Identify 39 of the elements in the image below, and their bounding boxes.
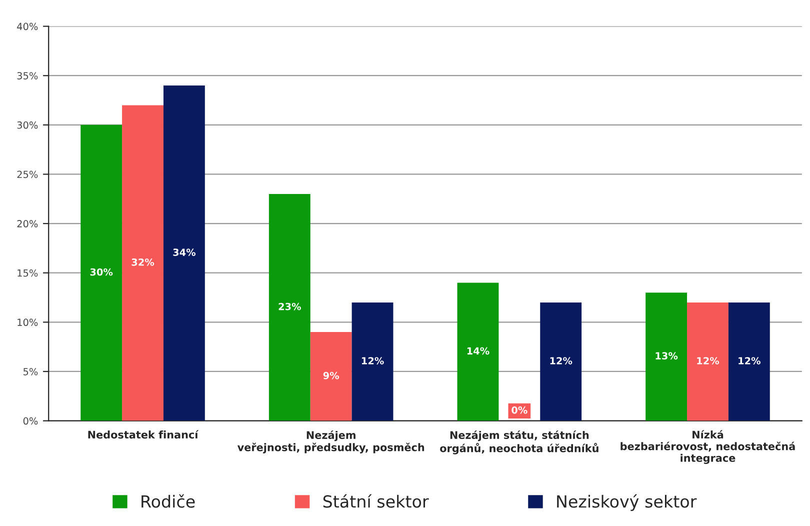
y-tick-label: 5% — [24, 368, 38, 376]
bar — [122, 105, 164, 421]
data-label: 13% — [656, 352, 678, 360]
data-label: 34% — [173, 248, 196, 256]
x-tick-label: Nedostatek financí — [88, 430, 199, 439]
data-label: 23% — [278, 302, 301, 310]
y-tick-label: 40% — [17, 22, 38, 30]
y-tick-label: 25% — [17, 170, 38, 178]
bar — [728, 302, 770, 421]
data-label: 12% — [550, 357, 572, 364]
legend-label: Neziskový sektor — [557, 494, 697, 511]
y-tick-label: 10% — [18, 318, 38, 326]
data-label: 32% — [132, 258, 154, 266]
y-tick-label: 0% — [23, 417, 38, 425]
legend-label: Rodiče — [142, 494, 195, 508]
legend-label: Státní sektor — [323, 494, 429, 508]
x-tick-label: Nízká bezbariérovost, nedostatečná integrace — [620, 430, 795, 464]
bar — [646, 292, 688, 421]
data-label: 14% — [467, 347, 490, 355]
y-tick-label: 20% — [17, 220, 38, 228]
x-tick-label: Nezájem státu, státních orgánů, neochota úředníků — [440, 430, 598, 454]
y-tick-label: 30% — [17, 121, 38, 129]
data-label: 12% — [362, 357, 384, 364]
bar — [268, 194, 310, 421]
y-tick-label: 35% — [17, 72, 38, 80]
bar — [80, 124, 122, 421]
bar — [687, 302, 728, 421]
data-label: 30% — [90, 268, 113, 276]
y-tick-label: 15% — [18, 269, 38, 277]
data-label: 9% — [323, 372, 340, 380]
bar — [310, 332, 352, 421]
x-tick-label: Nezájem veřejnosti, předsudky, posměch — [237, 430, 424, 454]
bar — [457, 282, 499, 421]
data-label: 0% — [512, 406, 528, 414]
data-label: 12% — [738, 357, 760, 364]
bar — [540, 302, 582, 421]
bar — [163, 85, 205, 421]
data-label: 12% — [697, 357, 720, 364]
bar — [352, 302, 394, 421]
